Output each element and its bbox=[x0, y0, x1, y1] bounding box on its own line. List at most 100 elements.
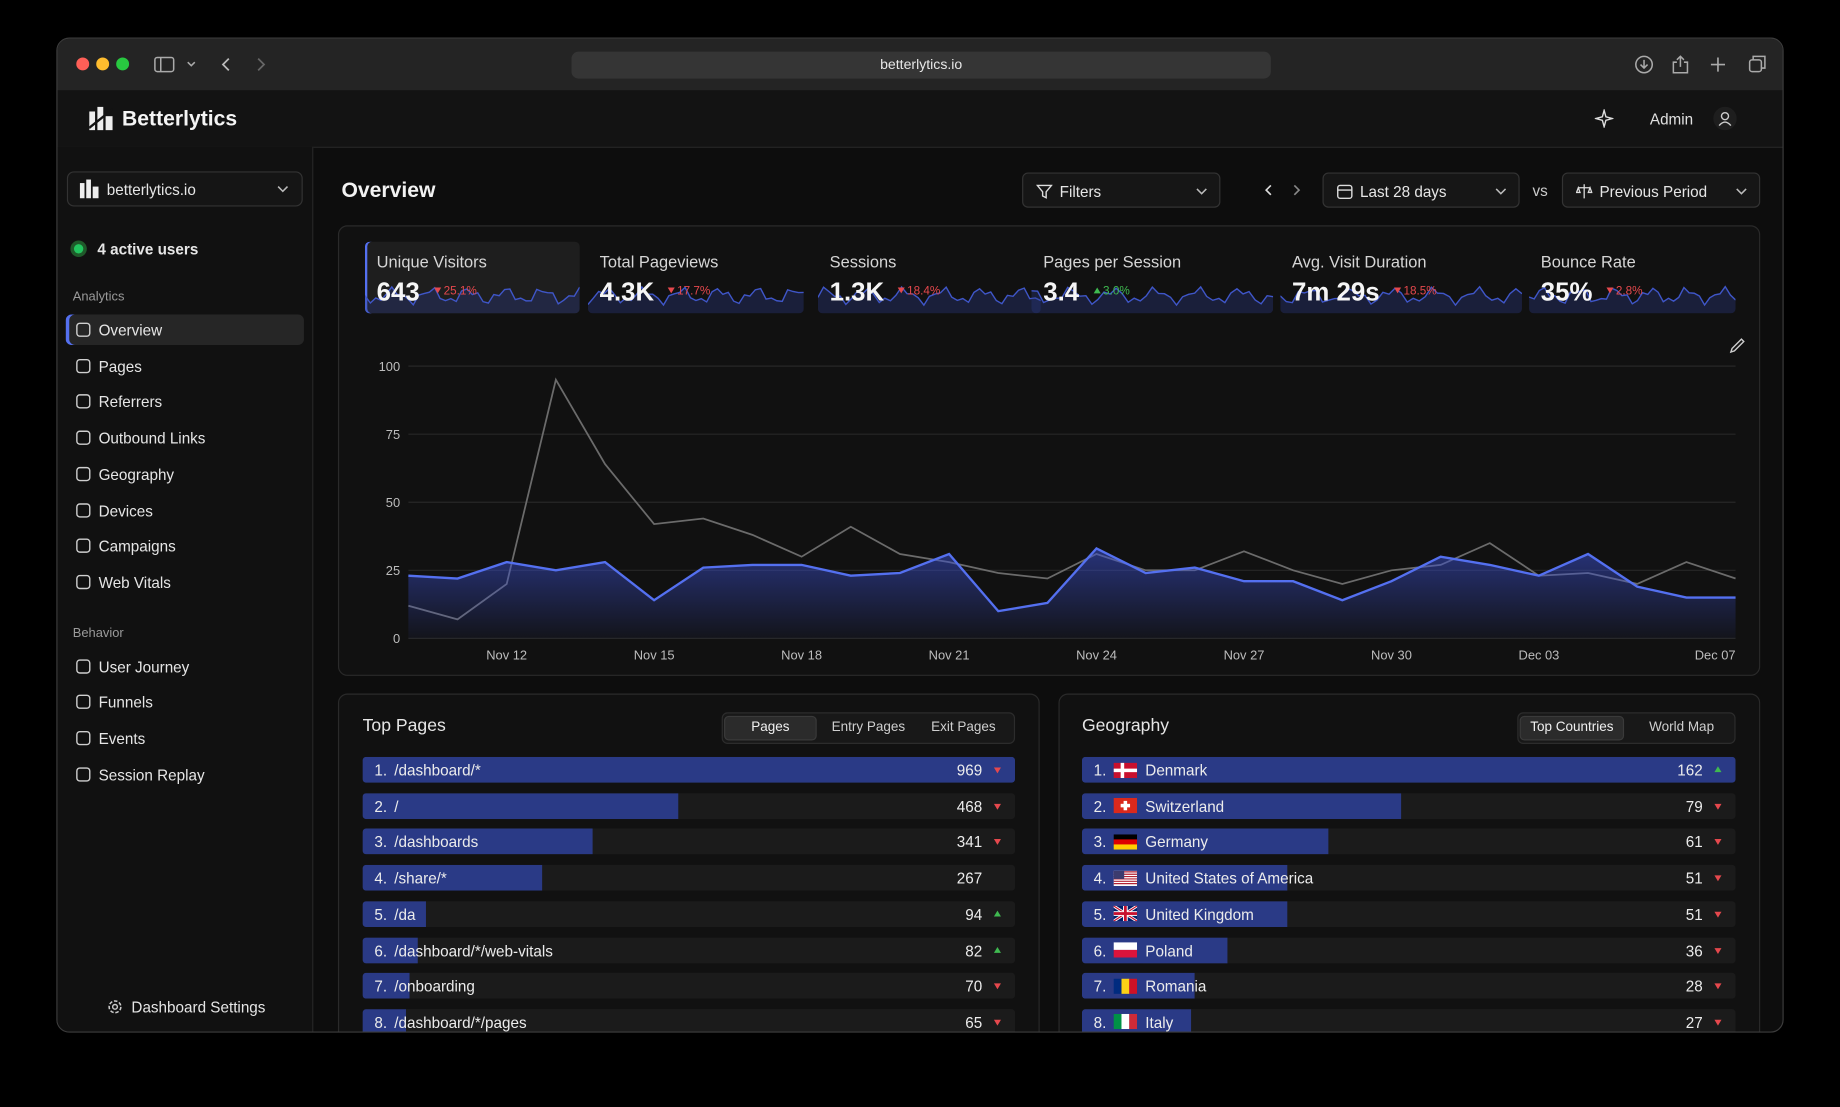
nav-item[interactable]: User Journey bbox=[66, 651, 304, 682]
zoom-button[interactable] bbox=[116, 57, 130, 71]
tab[interactable]: Top Countries bbox=[1519, 715, 1625, 741]
bar bbox=[362, 828, 593, 855]
rank: 5. bbox=[1093, 905, 1107, 924]
nav-label: Campaigns bbox=[98, 537, 176, 556]
tab[interactable]: Entry Pages bbox=[831, 720, 906, 735]
nav-item[interactable]: Session Replay bbox=[66, 759, 304, 790]
bar bbox=[1081, 756, 1736, 783]
period-arrows[interactable] bbox=[1261, 182, 1308, 198]
trend-arrow bbox=[1714, 983, 1722, 990]
metric-tab[interactable]: Avg. Visit Duration 7m 29s 18.5% bbox=[1280, 242, 1522, 314]
card-title: Geography bbox=[1081, 715, 1170, 736]
top-pages-card: Top Pages Pages Entry Pages Exit Pages 1. /d… bbox=[337, 693, 1040, 1032]
metric-label: Pages per Session bbox=[1043, 252, 1182, 272]
nav-label: Pages bbox=[98, 357, 142, 376]
rank: 5. bbox=[374, 905, 388, 924]
list-row[interactable]: 8. Italy 27 bbox=[1081, 1009, 1736, 1032]
metric-tab[interactable]: Unique Visitors 643 25.1% bbox=[364, 241, 580, 314]
change-text: 25.1% bbox=[443, 285, 477, 299]
nav-item[interactable]: Pages bbox=[66, 351, 304, 382]
line-chart: 0 25 50 75 100 Nov 12 Nov 15 Nov 18 Nov 21 Nov 24… bbox=[379, 338, 1745, 662]
list-row[interactable]: 6. /dashboard/*/web-vitals 82 bbox=[362, 937, 1016, 963]
list-row[interactable]: 7. /onboarding 70 bbox=[362, 973, 1016, 999]
list-row[interactable]: 4. /share/* 267 bbox=[362, 864, 1016, 891]
row-value: 28 bbox=[1685, 977, 1703, 996]
list-row[interactable]: 3. /dashboards 341 bbox=[362, 828, 1016, 855]
filters-button[interactable]: Filters bbox=[1022, 172, 1221, 208]
metric-tab[interactable]: Bounce Rate 35% 2.8% bbox=[1529, 242, 1736, 314]
tab[interactable]: Exit Pages bbox=[931, 720, 996, 735]
bar bbox=[362, 792, 678, 819]
x-tick-label: Dec 03 bbox=[1519, 647, 1560, 662]
bar bbox=[362, 900, 426, 927]
nav-item[interactable]: Web Vitals bbox=[66, 567, 304, 598]
row-value: 267 bbox=[956, 869, 983, 888]
flag bbox=[1113, 942, 1138, 958]
row-label: /dashboard/* bbox=[394, 761, 481, 780]
rank: 7. bbox=[1093, 977, 1107, 996]
row-value: 94 bbox=[965, 905, 983, 924]
metric-tab[interactable]: Pages per Session 3.4 3.0% bbox=[1031, 242, 1274, 314]
date-range-button[interactable]: Last 28 days bbox=[1322, 172, 1520, 208]
list-row[interactable]: 4. United States of America 51 bbox=[1081, 864, 1736, 891]
sparkline bbox=[587, 285, 804, 314]
theme-icon[interactable] bbox=[1594, 109, 1614, 128]
sparkline-line bbox=[817, 285, 1041, 307]
list-row[interactable]: 2. Switzerland 79 bbox=[1081, 792, 1736, 819]
metric-tab[interactable]: Total Pageviews 4.3K 17.7% bbox=[587, 242, 804, 314]
date-range-label: Last 28 days bbox=[1360, 183, 1447, 201]
list-row[interactable]: 3. Germany 61 bbox=[1081, 828, 1736, 855]
nav-item[interactable]: Referrers bbox=[66, 387, 304, 418]
row-value: 61 bbox=[1685, 833, 1703, 852]
site-selector[interactable]: betterlytics.io bbox=[66, 171, 303, 207]
row-value: 969 bbox=[956, 761, 983, 780]
list-row[interactable]: 1. Denmark 162 bbox=[1081, 756, 1736, 783]
nav-item[interactable]: Funnels bbox=[66, 687, 304, 718]
list-row[interactable]: 7. Romania 28 bbox=[1081, 973, 1736, 999]
trend-arrow bbox=[1714, 1019, 1722, 1026]
sidebar: betterlytics.io 4 active users Dashboard… bbox=[57, 146, 314, 1032]
list-row[interactable]: 5. United Kingdom 51 bbox=[1081, 900, 1736, 927]
rank: 1. bbox=[1093, 761, 1107, 780]
tab[interactable]: Pages bbox=[724, 715, 817, 741]
area bbox=[408, 548, 1736, 639]
trend-arrow bbox=[1394, 287, 1402, 294]
row-value: 82 bbox=[965, 941, 983, 960]
close-button[interactable] bbox=[76, 57, 90, 71]
address-bar[interactable]: betterlytics.io bbox=[571, 51, 1271, 79]
tab-group: Pages Entry Pages Exit Pages bbox=[721, 712, 1016, 744]
list-row[interactable]: 5. /da 94 bbox=[362, 900, 1016, 927]
trend-arrow bbox=[667, 287, 675, 294]
list-row[interactable]: 8. /dashboard/*/pages 65 bbox=[362, 1009, 1016, 1032]
browser-action-icons[interactable] bbox=[1633, 54, 1774, 75]
nav-item[interactable]: Overview bbox=[65, 314, 304, 345]
y-tick-label: 50 bbox=[386, 495, 400, 510]
y-tick-label: 0 bbox=[393, 631, 400, 646]
user-name[interactable]: Admin bbox=[1649, 110, 1694, 128]
nav-item[interactable]: Geography bbox=[66, 459, 304, 490]
row-value: 51 bbox=[1685, 905, 1703, 924]
list-row[interactable]: 2. / 468 bbox=[362, 792, 1016, 819]
user-avatar[interactable] bbox=[1713, 106, 1737, 131]
geography-card: Geography Top Countries World Map 1. Denmar… bbox=[1058, 693, 1761, 1032]
nav-item[interactable]: Outbound Links bbox=[66, 423, 304, 454]
list-row[interactable]: 6. Poland 36 bbox=[1081, 937, 1736, 963]
row-label: Denmark bbox=[1145, 761, 1208, 780]
minimize-button[interactable] bbox=[96, 57, 110, 71]
nav-item[interactable]: Events bbox=[66, 723, 304, 754]
dashboard-settings[interactable]: Dashboard Settings bbox=[131, 998, 266, 1017]
row-label: United Kingdom bbox=[1145, 905, 1254, 924]
nav-item[interactable]: Campaigns bbox=[66, 531, 304, 562]
metric-tab[interactable]: Sessions 1.3K 18.4% bbox=[817, 242, 1041, 314]
change-text: 3.0% bbox=[1103, 285, 1130, 299]
tab[interactable]: World Map bbox=[1649, 720, 1715, 735]
bar bbox=[362, 756, 1016, 783]
browser-nav-icons[interactable] bbox=[154, 55, 271, 74]
compare-button[interactable]: Previous Period bbox=[1561, 172, 1761, 208]
row-label: /dashboard/*/web-vitals bbox=[394, 941, 553, 960]
list-row[interactable]: 1. /dashboard/* 969 bbox=[362, 756, 1016, 783]
edit-icon[interactable] bbox=[1729, 338, 1745, 354]
nav-item[interactable]: Devices bbox=[66, 495, 304, 526]
trend-arrow bbox=[993, 839, 1001, 846]
x-tick-label: Nov 27 bbox=[1224, 647, 1265, 662]
